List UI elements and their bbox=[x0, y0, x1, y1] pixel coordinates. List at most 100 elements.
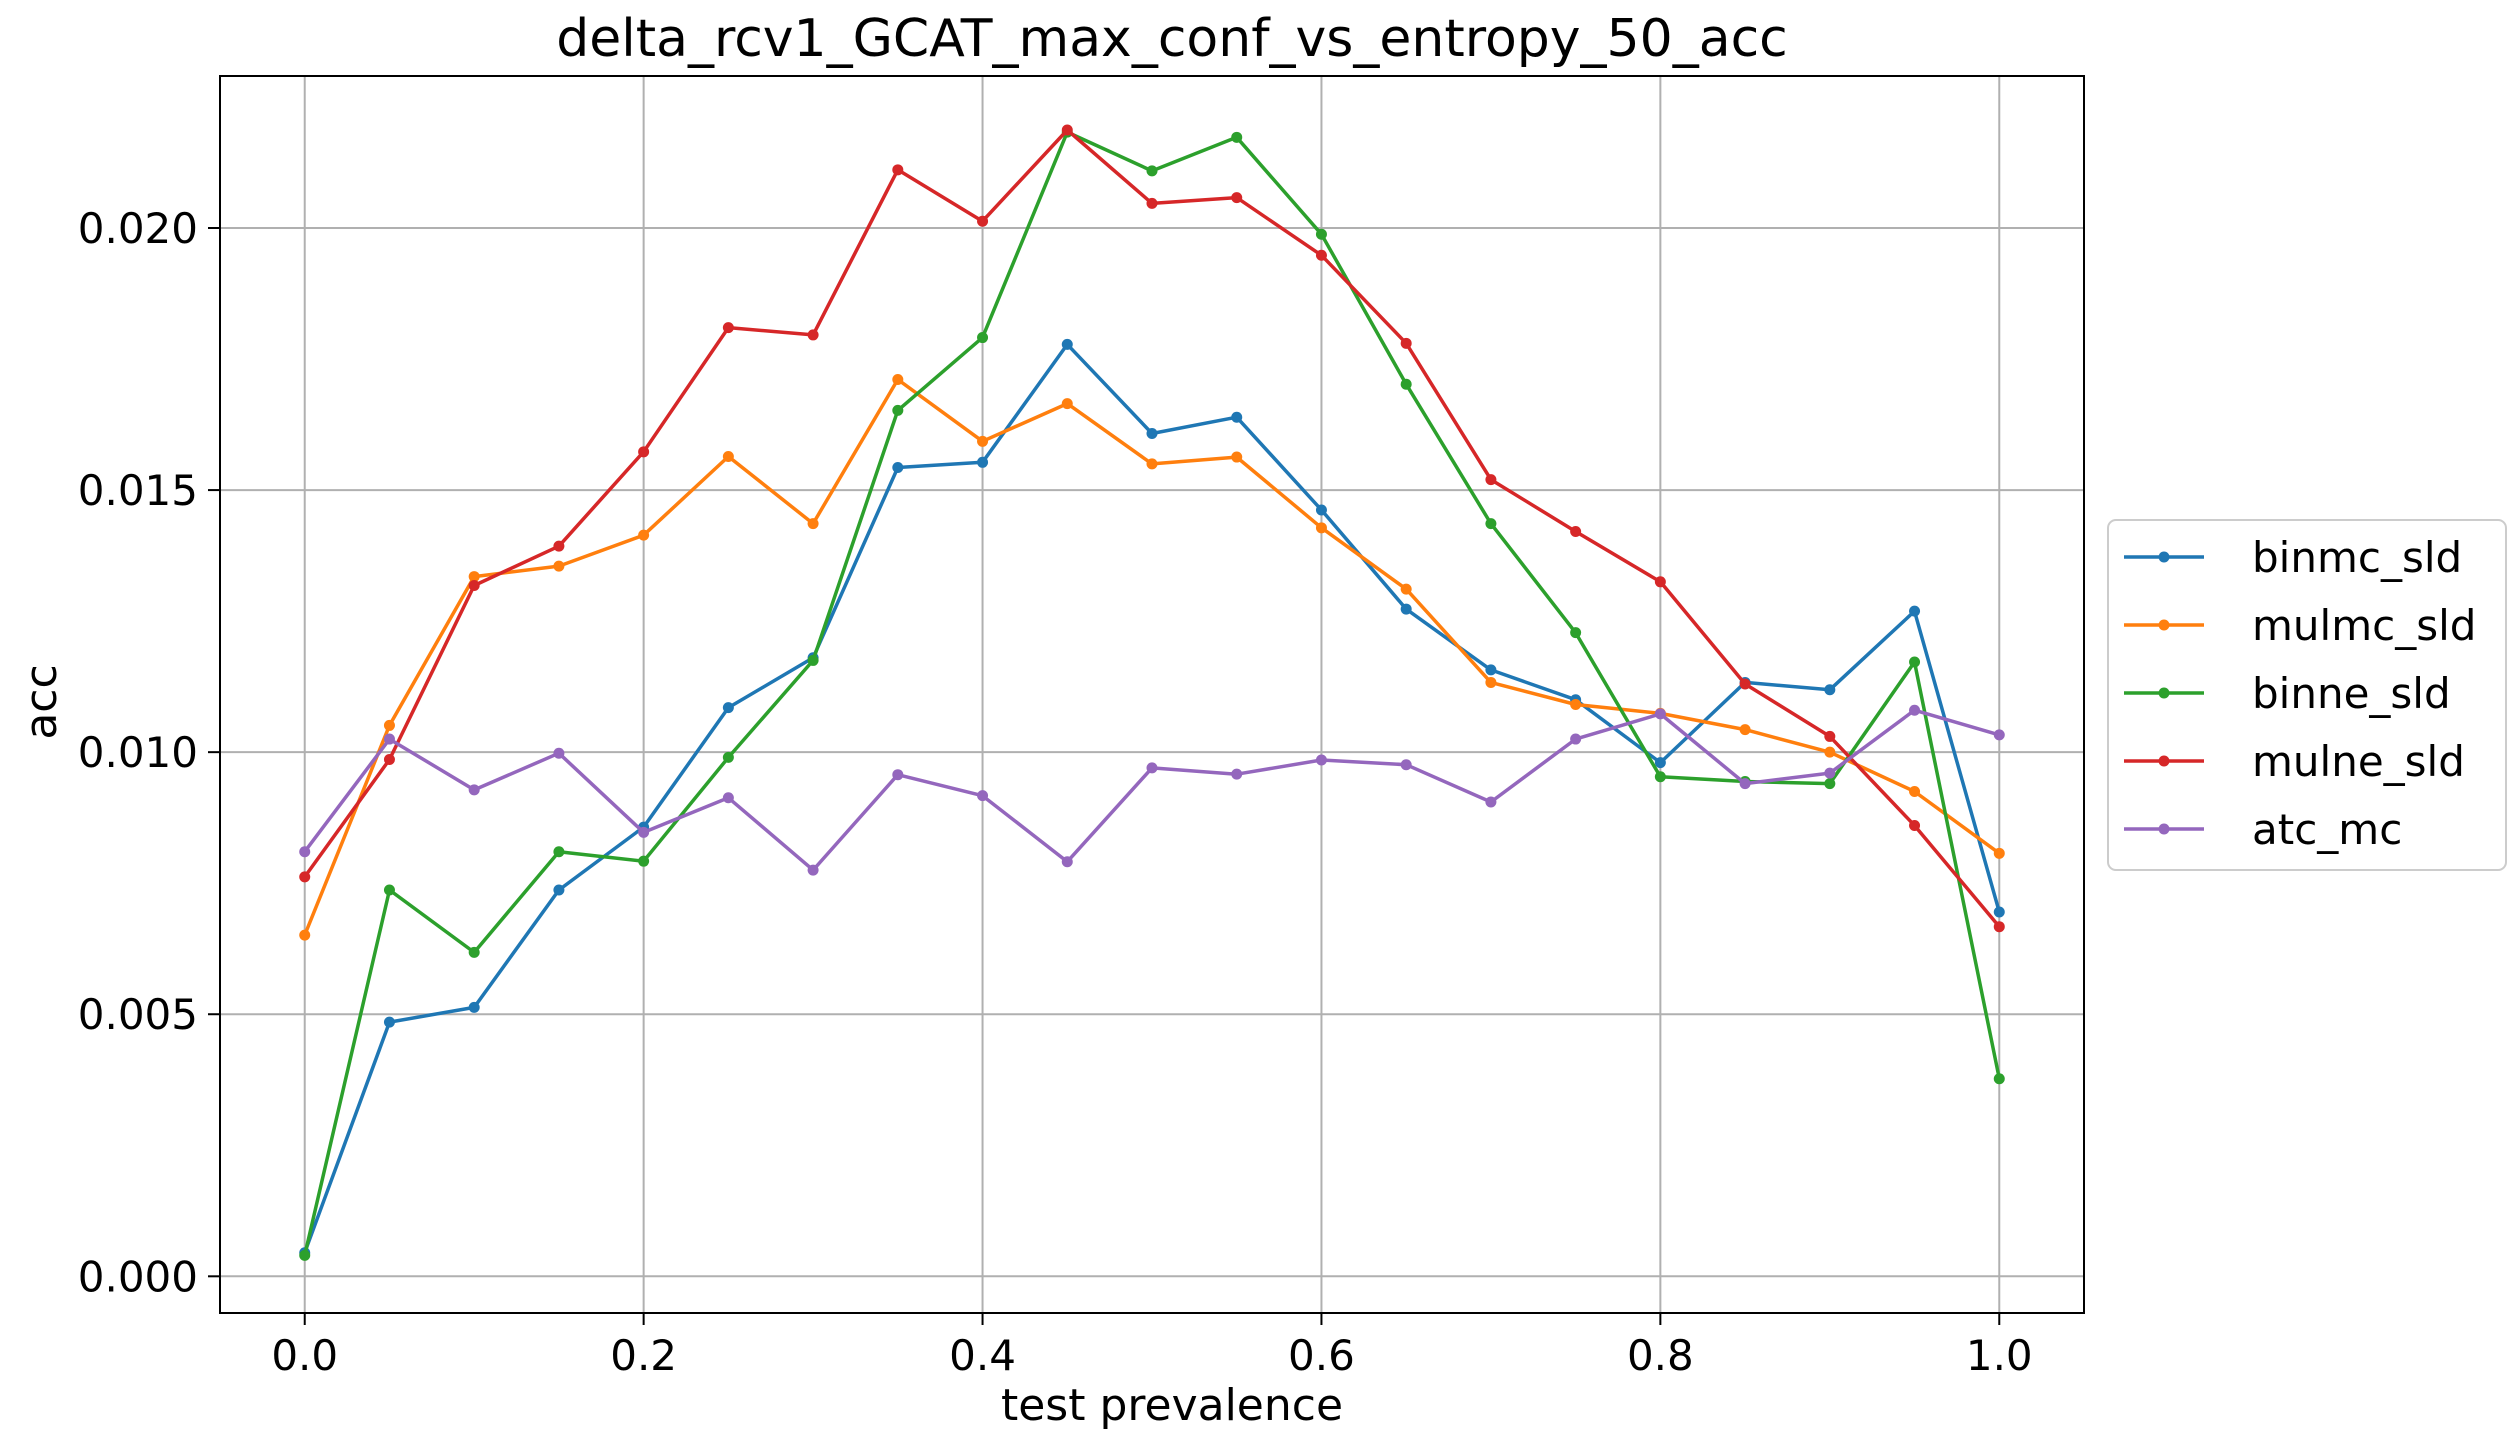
x-tick-label: 0.2 bbox=[610, 1331, 677, 1380]
plot-frame bbox=[219, 75, 2085, 1314]
data-point bbox=[807, 518, 819, 530]
data-point bbox=[1231, 131, 1243, 143]
data-point bbox=[1824, 746, 1836, 758]
data-point bbox=[1485, 676, 1497, 688]
chart-title: delta_rcv1_GCAT_max_conf_vs_entropy_50_a… bbox=[556, 9, 1788, 69]
data-point bbox=[1315, 754, 1327, 766]
data-point bbox=[722, 702, 734, 714]
data-point bbox=[1909, 820, 1921, 832]
data-point bbox=[1909, 605, 1921, 617]
data-point bbox=[1654, 771, 1666, 783]
data-point bbox=[299, 929, 311, 941]
x-tick-label: 1.0 bbox=[1966, 1331, 2033, 1380]
data-point bbox=[1654, 708, 1666, 720]
data-point bbox=[722, 322, 734, 334]
data-point bbox=[977, 790, 989, 802]
legend-label: mulmc_sld bbox=[2252, 601, 2476, 650]
data-point bbox=[468, 1001, 480, 1013]
y-tick-label: 0.020 bbox=[78, 204, 198, 253]
series-atc_mc bbox=[299, 704, 2005, 876]
y-axis-label: acc bbox=[16, 664, 67, 739]
data-point bbox=[383, 753, 395, 765]
data-point bbox=[1570, 698, 1582, 710]
data-point bbox=[1909, 785, 1921, 797]
data-point bbox=[1570, 733, 1582, 745]
legend-box bbox=[2107, 519, 2507, 871]
data-point bbox=[1824, 730, 1836, 742]
data-point bbox=[638, 855, 650, 867]
data-point bbox=[722, 792, 734, 804]
x-tick-label: 0.6 bbox=[1288, 1331, 1355, 1380]
data-point bbox=[1485, 474, 1497, 486]
data-point bbox=[722, 751, 734, 763]
data-point bbox=[1993, 847, 2005, 859]
data-point bbox=[1824, 684, 1836, 696]
data-point bbox=[1315, 522, 1327, 534]
data-point bbox=[1824, 767, 1836, 779]
data-point bbox=[299, 1249, 311, 1261]
x-axis-label: test prevalence bbox=[1001, 1380, 1343, 1431]
data-point bbox=[1739, 778, 1751, 790]
data-point bbox=[1739, 724, 1751, 736]
data-point bbox=[638, 446, 650, 458]
data-point bbox=[468, 946, 480, 958]
legend-swatch-marker bbox=[2158, 551, 2170, 563]
legend-label: binne_sld bbox=[2252, 669, 2451, 718]
data-point bbox=[977, 332, 989, 344]
data-point bbox=[1231, 768, 1243, 780]
data-point bbox=[1061, 398, 1073, 410]
legend-swatch-marker bbox=[2158, 687, 2170, 699]
legend-swatch-marker bbox=[2158, 619, 2170, 631]
data-point bbox=[383, 733, 395, 745]
data-point bbox=[1993, 1073, 2005, 1085]
data-point bbox=[892, 462, 904, 474]
data-point bbox=[1231, 192, 1243, 204]
data-point bbox=[1570, 525, 1582, 537]
series-layer bbox=[299, 124, 2005, 1261]
data-point bbox=[299, 846, 311, 858]
data-point bbox=[1485, 664, 1497, 676]
x-axis-ticks: 0.0 0.2 0.4 0.6 0.8 1.0 bbox=[271, 1313, 2033, 1380]
x-tick-label: 0.8 bbox=[1627, 1331, 1694, 1380]
data-point bbox=[977, 215, 989, 227]
data-point bbox=[383, 719, 395, 731]
series-mulne_sld bbox=[299, 124, 2005, 933]
data-point bbox=[1654, 576, 1666, 588]
data-point bbox=[1400, 759, 1412, 771]
data-point bbox=[1146, 762, 1158, 774]
y-tick-label: 0.005 bbox=[78, 990, 198, 1039]
data-point bbox=[1485, 796, 1497, 808]
data-point bbox=[1993, 921, 2005, 933]
data-point bbox=[892, 373, 904, 385]
y-tick-label: 0.010 bbox=[78, 728, 198, 777]
grid bbox=[220, 76, 2084, 1313]
legend-swatch-marker bbox=[2158, 755, 2170, 767]
data-point bbox=[1909, 704, 1921, 716]
data-point bbox=[1400, 378, 1412, 390]
legend: binmc_sld mulmc_sld binne_sld mulne_sld atc_… bbox=[2107, 519, 2507, 871]
data-point bbox=[1485, 518, 1497, 530]
data-point bbox=[892, 769, 904, 781]
legend-swatch-marker bbox=[2158, 823, 2170, 835]
data-point bbox=[1061, 338, 1073, 350]
data-point bbox=[1570, 627, 1582, 639]
data-point bbox=[1909, 656, 1921, 668]
data-point bbox=[1993, 906, 2005, 918]
data-point bbox=[553, 747, 565, 759]
data-point bbox=[1739, 678, 1751, 690]
data-point bbox=[1993, 729, 2005, 741]
data-point bbox=[892, 404, 904, 416]
data-point bbox=[807, 329, 819, 341]
data-point bbox=[1654, 757, 1666, 769]
data-point bbox=[383, 884, 395, 896]
data-point bbox=[722, 451, 734, 463]
data-point bbox=[468, 571, 480, 583]
data-point bbox=[1061, 856, 1073, 868]
data-point bbox=[553, 884, 565, 896]
data-point bbox=[1400, 603, 1412, 615]
data-point bbox=[553, 540, 565, 552]
y-tick-label: 0.015 bbox=[78, 466, 198, 515]
legend-label: atc_mc bbox=[2252, 805, 2402, 854]
